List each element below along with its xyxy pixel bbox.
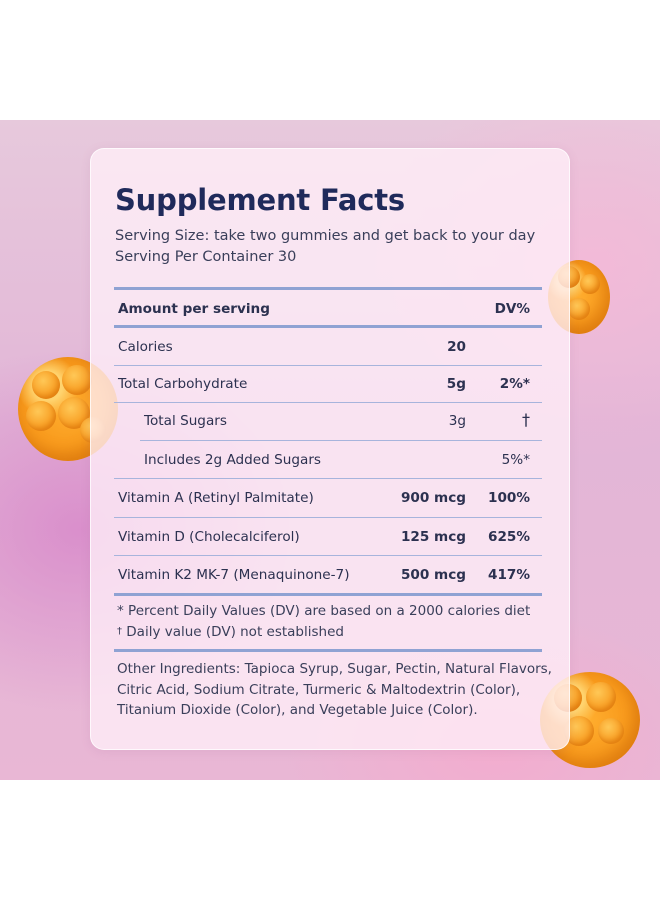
servings-per-container: Serving Per Container 30 — [115, 249, 297, 265]
header-amount-per-serving: Amount per serving — [118, 301, 270, 317]
table-row: Vitamin A (Retinyl Palmitate) 900 mcg 10… — [114, 490, 542, 510]
nutrient-name: Total Sugars — [144, 413, 227, 429]
nutrient-amount: 5g — [446, 376, 466, 392]
nutrient-dv: † — [522, 410, 530, 429]
nutrient-name: Vitamin A (Retinyl Palmitate) — [118, 490, 314, 506]
nutrient-amount: 500 mcg — [400, 567, 466, 583]
nutrient-dv: 417% — [488, 567, 530, 583]
nutrient-name: Vitamin D (Cholecalciferol) — [118, 529, 300, 545]
divider — [114, 365, 542, 366]
nutrient-dv: 5%* — [501, 452, 530, 468]
serving-size: Serving Size: take two gummies and get b… — [115, 228, 536, 244]
nutrient-amount: 125 mcg — [400, 529, 466, 545]
supplement-facts-panel: Supplement Facts Serving Size: take two … — [90, 148, 570, 750]
divider — [114, 402, 542, 403]
footnote-dv-not-established: † Daily value (DV) not established — [117, 624, 344, 640]
nutrient-dv: 100% — [488, 490, 530, 506]
footnote-percent-dv: * Percent Daily Values (DV) are based on… — [117, 603, 531, 619]
divider — [114, 478, 542, 479]
header-dv: DV% — [494, 301, 530, 317]
nutrient-dv: 2%* — [499, 376, 530, 392]
divider — [114, 517, 542, 518]
nutrient-amount: 900 mcg — [400, 490, 466, 506]
nutrient-name: Vitamin K2 MK-7 (Menaquinone-7) — [118, 567, 350, 583]
divider — [114, 593, 542, 596]
nutrient-name: Calories — [118, 339, 173, 355]
table-row: Vitamin K2 MK-7 (Menaquinone-7) 500 mcg … — [114, 567, 542, 587]
nutrient-amount: 20 — [447, 339, 466, 355]
table-row: Calories 20 — [114, 339, 542, 359]
table-row: Total Sugars 3g † — [114, 410, 542, 433]
nutrient-name: Total Carbohydrate — [118, 376, 248, 392]
nutrient-name: Includes 2g Added Sugars — [144, 452, 321, 468]
table-row: Total Carbohydrate 5g 2%* — [114, 376, 542, 396]
footnote-text: Daily value (DV) not established — [122, 624, 344, 640]
nutrient-dv: 625% — [488, 529, 530, 545]
divider — [114, 287, 542, 290]
table-row: Vitamin D (Cholecalciferol) 125 mcg 625% — [114, 529, 542, 549]
table-header: Amount per serving DV% — [114, 301, 542, 321]
table-row: Includes 2g Added Sugars 5%* — [114, 452, 542, 472]
divider — [140, 440, 542, 441]
divider — [114, 649, 542, 652]
divider — [114, 325, 542, 328]
other-ingredients: Other Ingredients: Tapioca Syrup, Sugar,… — [117, 661, 552, 718]
panel-title: Supplement Facts — [115, 183, 405, 217]
divider — [114, 555, 542, 556]
nutrient-amount: 3g — [448, 413, 466, 429]
dagger-symbol: † — [117, 626, 122, 637]
